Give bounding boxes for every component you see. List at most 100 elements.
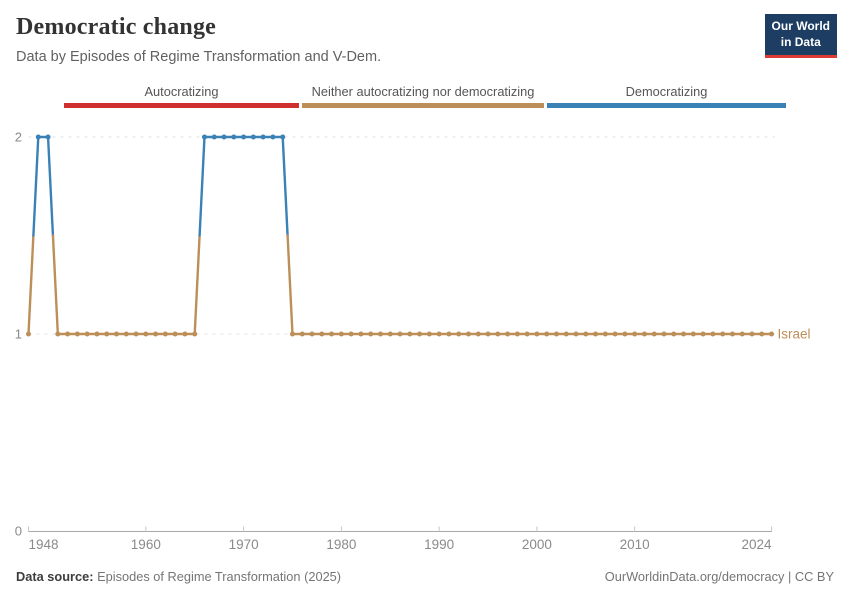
data-point[interactable]	[700, 331, 706, 337]
data-source-note: Data source: Episodes of Regime Transfor…	[16, 569, 341, 584]
data-point[interactable]	[739, 331, 745, 337]
data-point[interactable]	[299, 331, 305, 337]
data-point[interactable]	[358, 331, 364, 337]
data-point[interactable]	[270, 134, 276, 140]
data-point[interactable]	[495, 331, 501, 337]
data-point[interactable]	[563, 331, 569, 337]
series-line-segment[interactable]	[51, 234, 60, 336]
data-point[interactable]	[377, 331, 383, 337]
data-point[interactable]	[681, 331, 687, 337]
data-point[interactable]	[465, 331, 471, 337]
data-point[interactable]	[544, 331, 550, 337]
data-point[interactable]	[192, 331, 198, 337]
data-point[interactable]	[720, 331, 726, 337]
x-tick-label: 2000	[522, 537, 552, 552]
data-point[interactable]	[534, 331, 540, 337]
data-point[interactable]	[143, 331, 149, 337]
data-point[interactable]	[338, 331, 344, 337]
data-point[interactable]	[622, 331, 628, 337]
data-point[interactable]	[368, 331, 374, 337]
data-point[interactable]	[280, 134, 286, 140]
data-point[interactable]	[661, 331, 667, 337]
data-point[interactable]	[641, 331, 647, 337]
y-tick-label: 0	[15, 524, 22, 539]
data-point[interactable]	[84, 331, 90, 337]
data-point[interactable]	[671, 331, 677, 337]
data-point[interactable]	[710, 331, 716, 337]
data-point[interactable]	[759, 331, 765, 337]
data-point[interactable]	[221, 134, 227, 140]
y-tick-label: 1	[15, 327, 22, 342]
series-line-segment[interactable]	[27, 234, 35, 336]
series-line-segment[interactable]	[281, 135, 289, 237]
data-point[interactable]	[113, 331, 119, 337]
legend-item[interactable]: Democratizing	[547, 84, 786, 108]
data-point[interactable]	[35, 134, 41, 140]
data-point[interactable]	[94, 331, 100, 337]
series-line-segment[interactable]	[193, 234, 201, 336]
credit-link[interactable]: OurWorldinData.org/democracy | CC BY	[604, 569, 834, 584]
data-point[interactable]	[505, 331, 511, 337]
data-point[interactable]	[45, 134, 51, 140]
data-point[interactable]	[436, 331, 442, 337]
legend-label: Neither autocratizing nor democratizing	[311, 84, 535, 99]
data-point[interactable]	[749, 331, 755, 337]
x-tick-label: 1960	[131, 537, 161, 552]
series-line-segment[interactable]	[46, 135, 55, 237]
data-point[interactable]	[593, 331, 599, 337]
data-point[interactable]	[602, 331, 608, 337]
legend-item[interactable]: Neither autocratizing nor democratizing	[302, 84, 544, 108]
data-point[interactable]	[524, 331, 530, 337]
legend-item[interactable]: Autocratizing	[64, 84, 299, 108]
data-point[interactable]	[289, 331, 295, 337]
data-point[interactable]	[632, 331, 638, 337]
series-line-segment[interactable]	[286, 234, 294, 336]
legend-bar	[64, 103, 299, 108]
data-point[interactable]	[407, 331, 413, 337]
data-point[interactable]	[74, 331, 80, 337]
data-point[interactable]	[104, 331, 110, 337]
data-point[interactable]	[417, 331, 423, 337]
data-point[interactable]	[55, 331, 61, 337]
data-point[interactable]	[133, 331, 139, 337]
data-point[interactable]	[690, 331, 696, 337]
data-point[interactable]	[319, 331, 325, 337]
data-point[interactable]	[387, 331, 393, 337]
data-point[interactable]	[573, 331, 579, 337]
data-point[interactable]	[397, 331, 403, 337]
data-point[interactable]	[162, 331, 168, 337]
data-point[interactable]	[123, 331, 129, 337]
data-point[interactable]	[241, 134, 247, 140]
data-point[interactable]	[514, 331, 520, 337]
data-point[interactable]	[250, 134, 256, 140]
data-point[interactable]	[475, 331, 481, 337]
data-point[interactable]	[231, 134, 237, 140]
data-point[interactable]	[769, 331, 775, 337]
series-line-segment[interactable]	[198, 135, 206, 237]
data-point[interactable]	[456, 331, 462, 337]
series-line-segment[interactable]	[32, 135, 40, 237]
data-point[interactable]	[153, 331, 159, 337]
owid-logo-line1: Our World	[771, 19, 830, 33]
data-point[interactable]	[485, 331, 491, 337]
data-point[interactable]	[729, 331, 735, 337]
data-point[interactable]	[426, 331, 432, 337]
data-point[interactable]	[348, 331, 354, 337]
data-point[interactable]	[612, 331, 618, 337]
data-point[interactable]	[583, 331, 589, 337]
legend-label: Autocratizing	[144, 84, 219, 99]
data-point[interactable]	[329, 331, 335, 337]
data-point[interactable]	[309, 331, 315, 337]
data-point[interactable]	[201, 134, 207, 140]
data-point[interactable]	[65, 331, 71, 337]
data-point[interactable]	[260, 134, 266, 140]
data-point[interactable]	[553, 331, 559, 337]
data-point[interactable]	[26, 331, 31, 337]
data-point[interactable]	[172, 331, 178, 337]
data-point[interactable]	[211, 134, 217, 140]
data-point[interactable]	[446, 331, 452, 337]
owid-logo[interactable]: Our World in Data	[764, 14, 837, 58]
data-point[interactable]	[182, 331, 188, 337]
data-point[interactable]	[651, 331, 657, 337]
